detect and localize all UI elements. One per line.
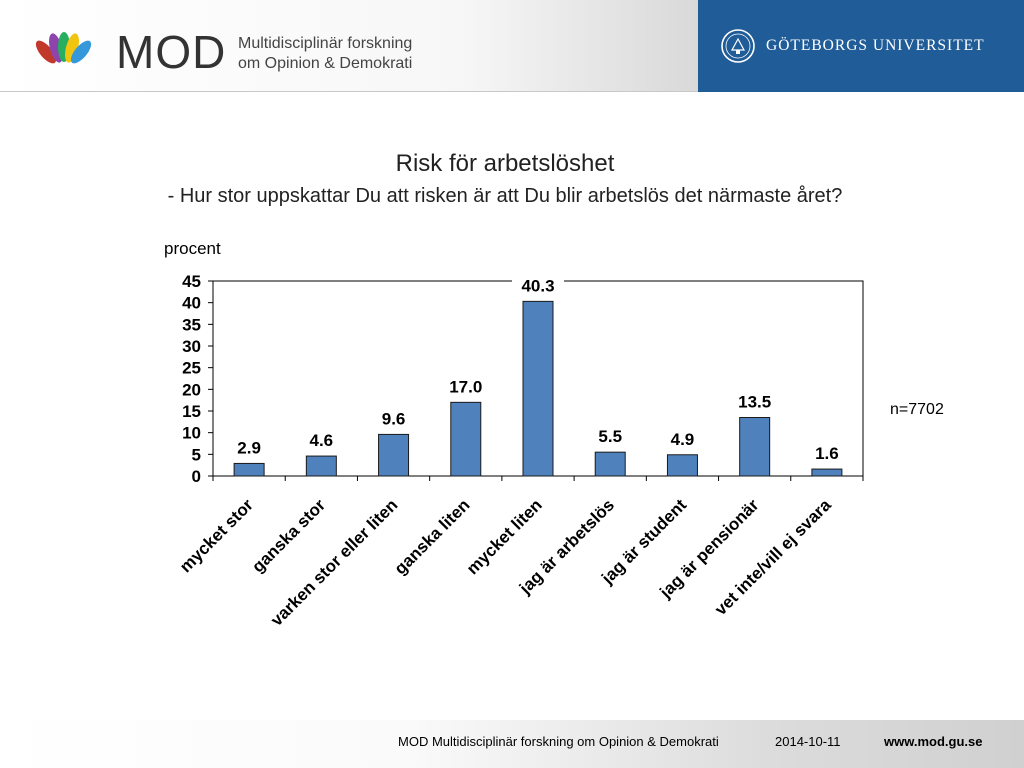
x-category-label: mycket stor: [176, 495, 257, 576]
bar: [594, 451, 626, 477]
brand-subtitle-line1: Multidisciplinär forskning: [238, 35, 413, 52]
sample-size-annotation: n=7702: [890, 401, 944, 418]
brand-name: MOD: [116, 26, 227, 78]
y-tick-label: 30: [182, 337, 201, 356]
y-tick-label: 5: [192, 445, 201, 464]
y-axis-unit-label: procent: [164, 239, 221, 258]
university-name: GÖTEBORGS UNIVERSITET: [766, 37, 985, 54]
y-tick-label: 35: [182, 315, 201, 334]
y-tick-label: 15: [182, 402, 201, 421]
bar-value-label: 17.0: [449, 377, 482, 396]
mod-flower-logo: [35, 32, 92, 64]
header-divider: [0, 91, 1024, 92]
bar-value-label: 40.3: [521, 276, 554, 295]
bar-value-label: 5.5: [598, 427, 622, 446]
bar: [739, 417, 771, 477]
bar: [522, 300, 554, 477]
y-tick-label: 40: [182, 294, 201, 313]
bar-value-label-background: [512, 273, 564, 296]
university-banner: GÖTEBORGS UNIVERSITET: [698, 0, 1024, 92]
chart-subtitle: - Hur stor uppskattar Du att risken är a…: [167, 185, 843, 207]
bar-value-label: 1.6: [815, 444, 839, 463]
bar: [666, 454, 698, 477]
brand-subtitle-line2: om Opinion & Demokrati: [238, 55, 413, 72]
bar: [378, 433, 410, 477]
bar-value-label: 4.9: [671, 430, 695, 449]
bar-value-label: 13.5: [738, 393, 771, 412]
footer-url[interactable]: www.mod.gu.se: [884, 734, 983, 749]
footer-bar: [0, 720, 1024, 768]
bar-value-label: 2.9: [237, 438, 261, 457]
y-tick-label: 0: [192, 467, 201, 486]
y-tick-label: 25: [182, 359, 201, 378]
x-category-label: varken stor eller liten: [267, 495, 401, 629]
footer-date: 2014-10-11: [775, 734, 841, 749]
footer-org: MOD Multidisciplinär forskning om Opinio…: [398, 734, 719, 749]
bar: [305, 455, 337, 477]
y-tick-label: 45: [182, 272, 201, 291]
y-tick-label: 10: [182, 424, 201, 443]
x-category-label: ganska stor: [248, 495, 329, 576]
brand-subtitle: Multidisciplinär forskning om Opinion & …: [238, 34, 412, 74]
x-category-label: ganska liten: [391, 495, 474, 578]
bar: [450, 401, 482, 477]
university-seal-icon: [721, 29, 755, 63]
bar-value-label: 4.6: [310, 431, 334, 450]
y-tick-label: 20: [182, 380, 201, 399]
chart-title: Risk för arbetslöshet: [395, 150, 615, 177]
bar-value-label: 9.6: [382, 409, 406, 428]
bar: [811, 468, 843, 477]
bar: [233, 462, 265, 477]
